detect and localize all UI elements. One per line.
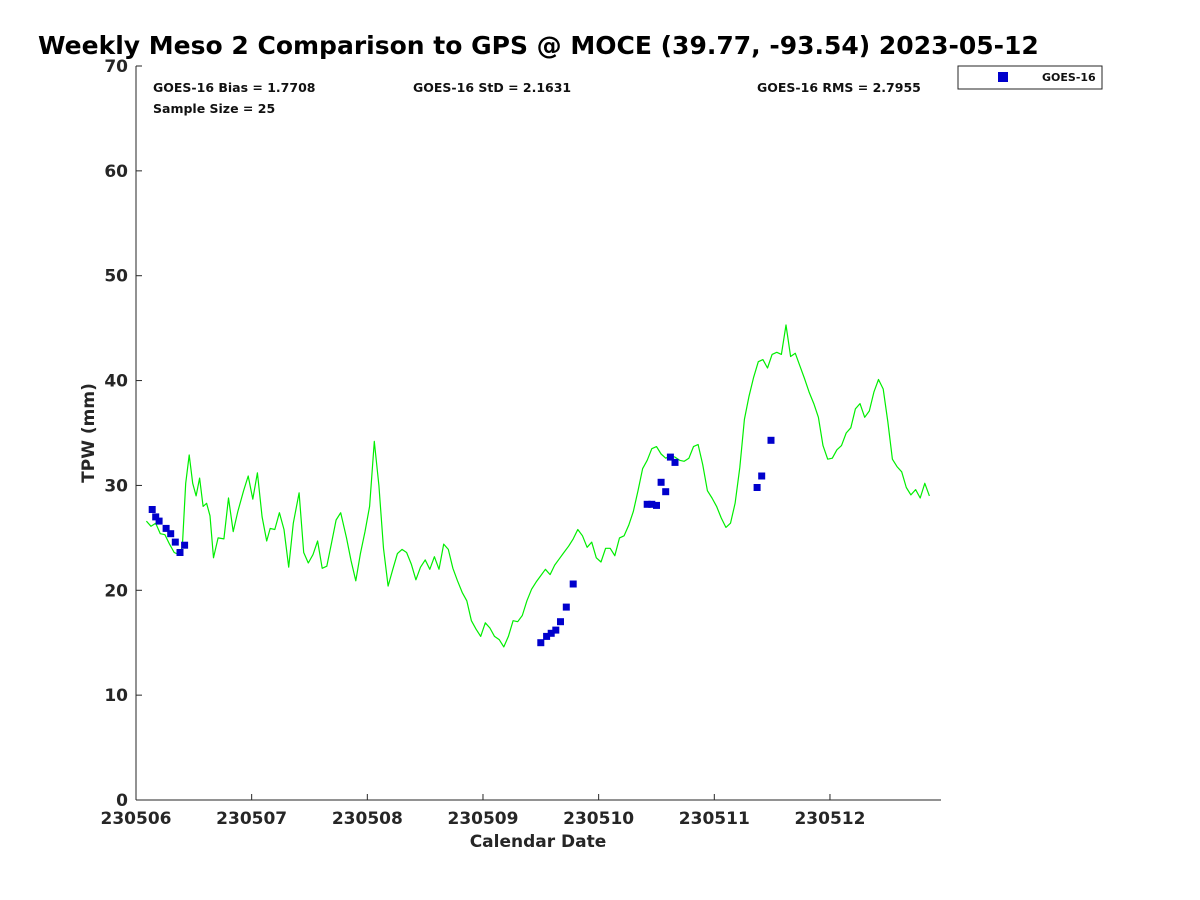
goes16-point-3 [162, 524, 170, 532]
x-tick-label-2: 230508 [332, 809, 403, 829]
goes16-point-15 [643, 500, 651, 508]
y-tick-label-5: 50 [104, 267, 128, 287]
chart-title: Weekly Meso 2 Comparison to GPS @ MOCE (… [38, 31, 1039, 60]
x-tick-label-0: 230506 [101, 809, 172, 829]
legend-label-goes16: GOES-16 [1042, 71, 1096, 84]
goes16-point-2 [155, 517, 163, 525]
goes16-point-1 [152, 513, 160, 521]
goes16-point-17 [653, 501, 660, 509]
goes16-point-16 [648, 500, 656, 508]
legend: GOES-16 [957, 65, 1103, 90]
legend-marker-goes16 [998, 72, 1008, 82]
y-tick-label-2: 20 [104, 581, 128, 601]
goes16-point-0 [148, 506, 156, 513]
plot-area: 0 10 20 30 40 50 60 70 230506 230507 230508 230509… [101, 57, 941, 829]
goes16-point-4 [167, 530, 175, 538]
goes16-point-12 [557, 618, 564, 626]
x-tick-label-6: 230512 [794, 809, 865, 829]
goes16-point-8 [537, 639, 545, 647]
x-tick-label-4: 230510 [563, 809, 634, 829]
x-tick-label-3: 230509 [447, 809, 518, 829]
stats-annotations: GOES-16 Bias = 1.7708 GOES-16 StD = 2.16… [153, 80, 921, 116]
y-tick-label-4: 40 [104, 372, 128, 392]
y-tick-label-1: 10 [104, 686, 128, 706]
goes16-point-7 [181, 541, 189, 549]
gps-line-layer [145, 324, 930, 648]
goes16-point-18 [657, 478, 665, 486]
y-tick-label-3: 30 [104, 476, 128, 496]
goes16-point-24 [767, 436, 775, 444]
goes16-point-10 [547, 629, 555, 637]
gps-tpw-line [145, 324, 930, 648]
stat-bias: GOES-16 Bias = 1.7708 [153, 80, 315, 95]
y-axis-ticks: 0 10 20 30 40 50 60 70 [104, 57, 142, 811]
y-tick-label-7: 70 [104, 57, 128, 77]
goes16-points-layer [148, 436, 775, 647]
goes16-point-22 [753, 484, 761, 491]
goes16-point-21 [671, 458, 679, 466]
goes16-point-6 [176, 549, 184, 556]
goes16-point-5 [171, 538, 179, 546]
goes16-point-19 [662, 488, 670, 496]
goes16-point-9 [543, 632, 551, 640]
goes16-point-11 [552, 626, 560, 634]
goes16-point-23 [758, 472, 766, 480]
y-tick-label-0: 0 [116, 791, 128, 811]
stat-sample-size: Sample Size = 25 [153, 101, 275, 116]
stat-rms: GOES-16 RMS = 2.7955 [757, 80, 921, 95]
stat-std: GOES-16 StD = 2.1631 [413, 80, 571, 95]
y-axis-label: TPW (mm) [79, 383, 99, 483]
goes16-point-14 [569, 580, 577, 588]
x-axis-ticks: 230506 230507 230508 230509 230510 230511 2305… [101, 794, 865, 829]
y-tick-label-6: 60 [104, 162, 128, 182]
legend-box [957, 65, 1103, 90]
x-axis-label: Calendar Date [470, 832, 607, 852]
x-tick-label-1: 230507 [216, 809, 287, 829]
x-tick-label-5: 230511 [679, 809, 750, 829]
goes16-point-13 [562, 603, 570, 611]
goes16-point-20 [666, 453, 674, 461]
